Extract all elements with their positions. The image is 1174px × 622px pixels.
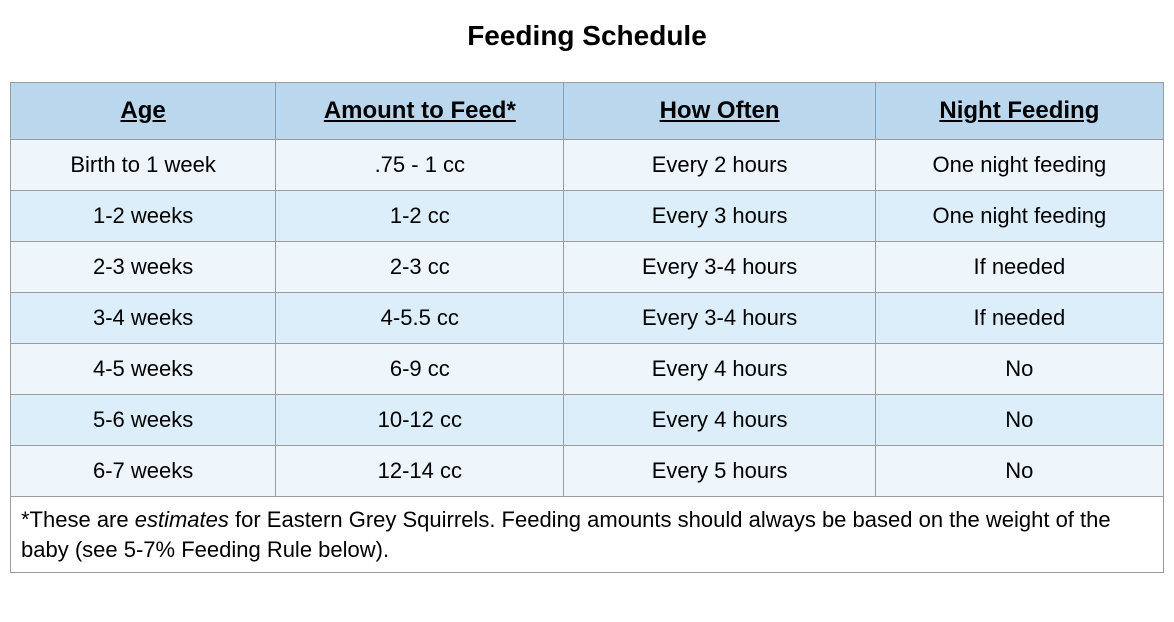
cell-age: 3-4 weeks — [11, 293, 276, 344]
cell-how-often: Every 3-4 hours — [564, 293, 875, 344]
table-row: 2-3 weeks 2-3 cc Every 3-4 hours If need… — [11, 242, 1164, 293]
cell-how-often: Every 4 hours — [564, 395, 875, 446]
footnote-emph: estimates — [135, 507, 229, 532]
footnote-cell: *These are estimates for Eastern Grey Sq… — [11, 497, 1164, 573]
cell-age: 1-2 weeks — [11, 191, 276, 242]
cell-night: One night feeding — [875, 191, 1163, 242]
cell-amount: 1-2 cc — [276, 191, 564, 242]
cell-night: No — [875, 446, 1163, 497]
table-row: 5-6 weeks 10-12 cc Every 4 hours No — [11, 395, 1164, 446]
table-row: Birth to 1 week .75 - 1 cc Every 2 hours… — [11, 140, 1164, 191]
cell-age: 6-7 weeks — [11, 446, 276, 497]
table-row: 6-7 weeks 12-14 cc Every 5 hours No — [11, 446, 1164, 497]
cell-how-often: Every 4 hours — [564, 344, 875, 395]
cell-age: 5-6 weeks — [11, 395, 276, 446]
footnote-prefix: *These are — [21, 507, 135, 532]
cell-how-often: Every 2 hours — [564, 140, 875, 191]
table-row: 1-2 weeks 1-2 cc Every 3 hours One night… — [11, 191, 1164, 242]
table-row: 4-5 weeks 6-9 cc Every 4 hours No — [11, 344, 1164, 395]
page-title: Feeding Schedule — [10, 20, 1164, 52]
cell-night: If needed — [875, 242, 1163, 293]
cell-age: Birth to 1 week — [11, 140, 276, 191]
cell-amount: 12-14 cc — [276, 446, 564, 497]
cell-how-often: Every 3 hours — [564, 191, 875, 242]
cell-amount: 2-3 cc — [276, 242, 564, 293]
cell-night: No — [875, 344, 1163, 395]
cell-night: One night feeding — [875, 140, 1163, 191]
cell-amount: 6-9 cc — [276, 344, 564, 395]
cell-amount: 4-5.5 cc — [276, 293, 564, 344]
col-header-age: Age — [11, 83, 276, 140]
col-header-night: Night Feeding — [875, 83, 1163, 140]
cell-amount: 10-12 cc — [276, 395, 564, 446]
table-header-row: Age Amount to Feed* How Often Night Feed… — [11, 83, 1164, 140]
table-row: 3-4 weeks 4-5.5 cc Every 3-4 hours If ne… — [11, 293, 1164, 344]
cell-night: If needed — [875, 293, 1163, 344]
col-header-amount: Amount to Feed* — [276, 83, 564, 140]
cell-age: 2-3 weeks — [11, 242, 276, 293]
footnote-row: *These are estimates for Eastern Grey Sq… — [11, 497, 1164, 573]
cell-amount: .75 - 1 cc — [276, 140, 564, 191]
cell-night: No — [875, 395, 1163, 446]
feeding-schedule-table: Age Amount to Feed* How Often Night Feed… — [10, 82, 1164, 573]
cell-how-often: Every 3-4 hours — [564, 242, 875, 293]
cell-age: 4-5 weeks — [11, 344, 276, 395]
col-header-how-often: How Often — [564, 83, 875, 140]
cell-how-often: Every 5 hours — [564, 446, 875, 497]
